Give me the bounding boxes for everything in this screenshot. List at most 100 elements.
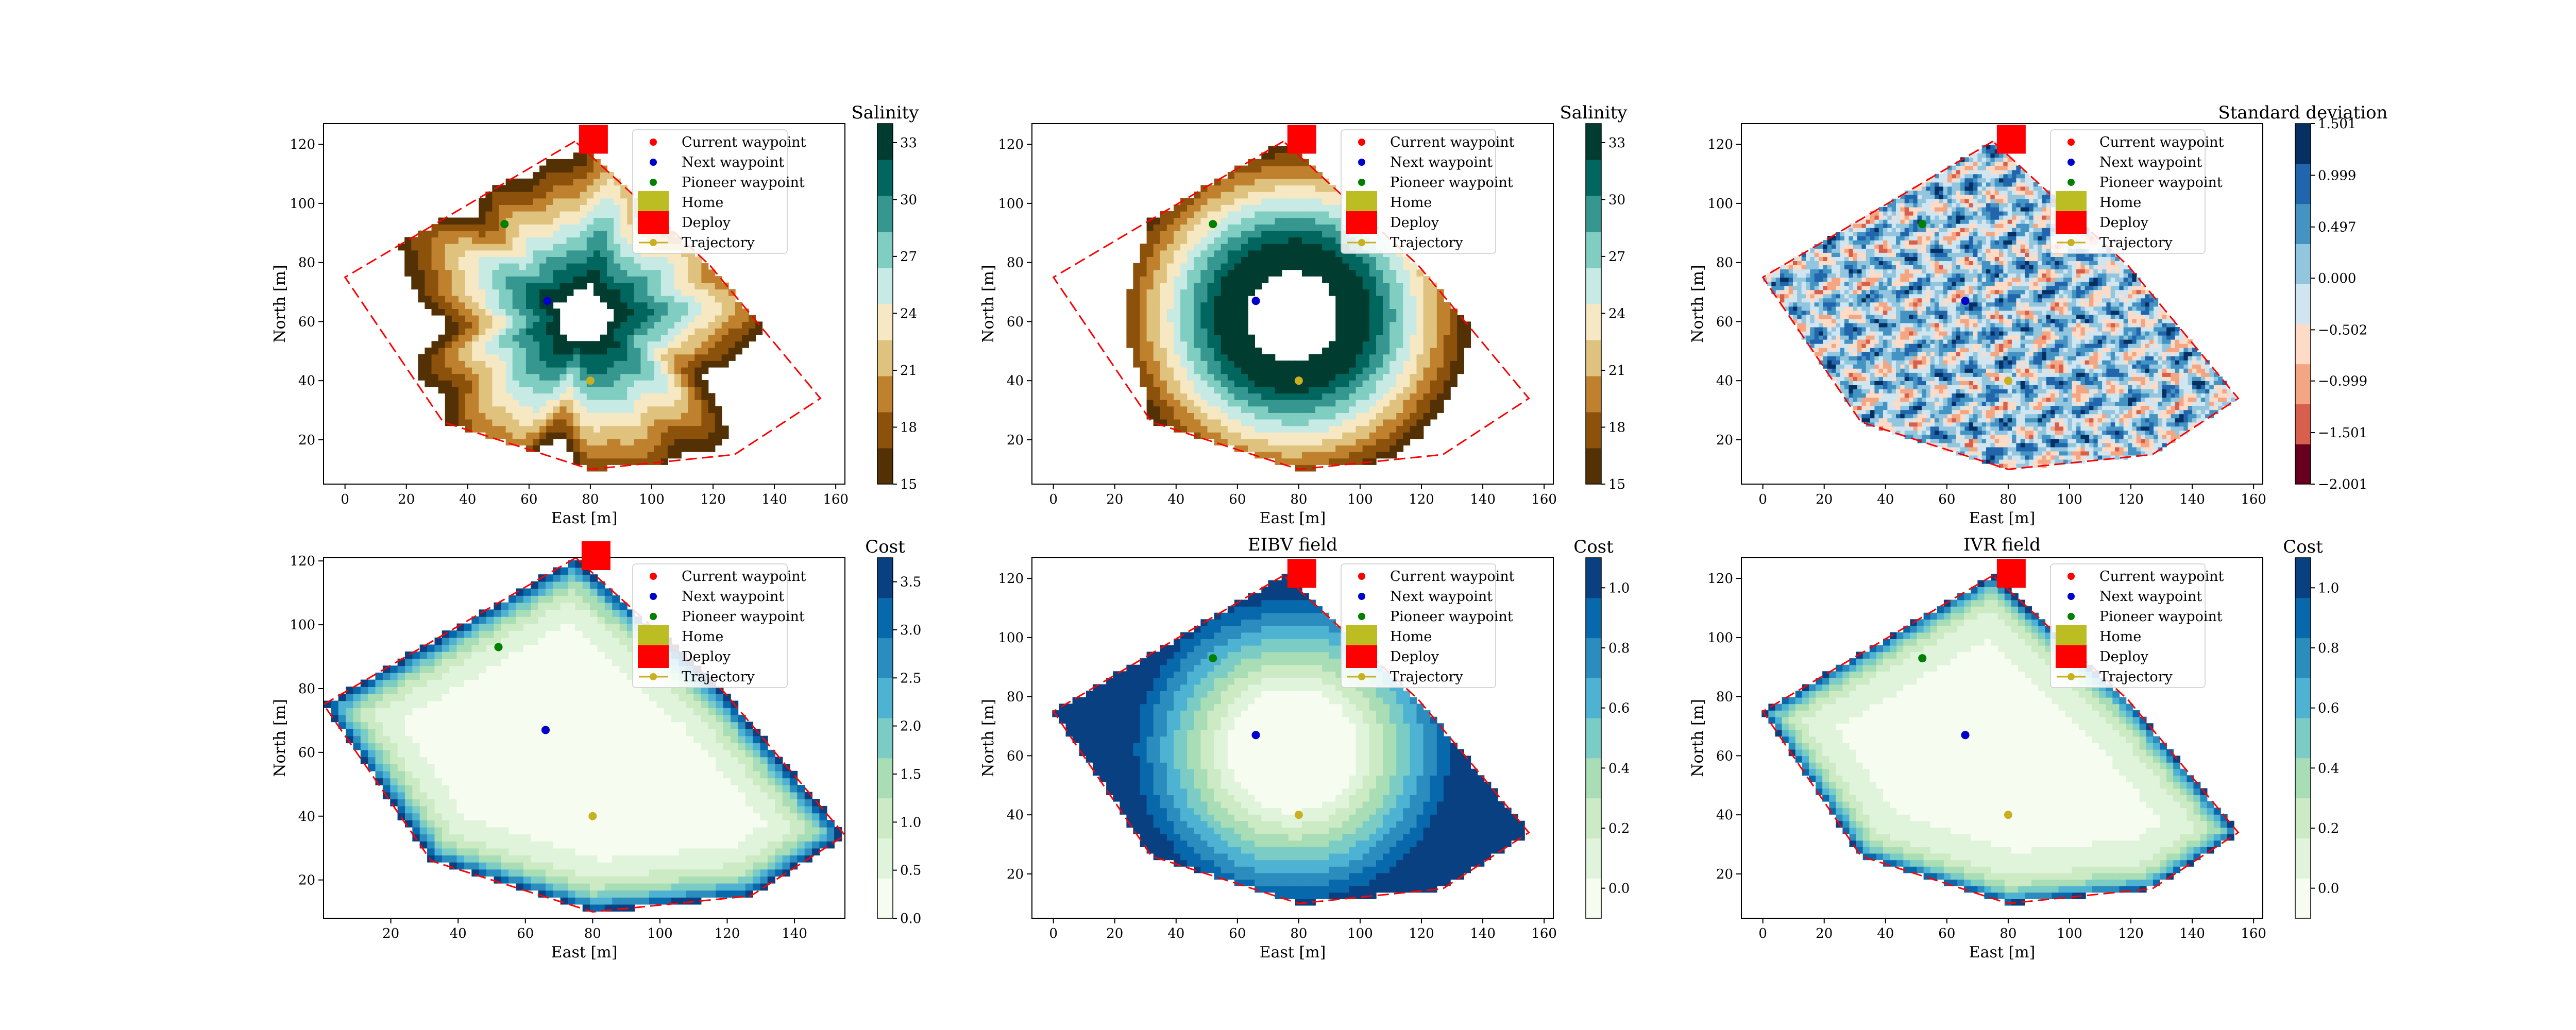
field-cell [1174,204,1181,212]
field-cell [1832,376,1837,381]
field-cell [1883,261,1888,265]
field-cell [1403,315,1411,322]
field-cell [1248,217,1255,225]
field-cell [1281,393,1289,400]
field-cell [553,198,561,205]
field-cell [607,230,614,238]
field-cell [1887,236,1892,241]
field-cell [1926,381,1931,385]
field-cell [1874,418,1879,423]
field-cell [688,399,696,407]
field-cell [674,308,682,316]
field-cell [566,224,574,231]
field-cell [721,432,729,439]
field-cell [1904,207,1909,212]
field-cell [1194,406,1201,413]
field-cell [1857,385,1862,389]
field-cell [721,354,729,361]
field-cell [640,354,648,361]
field-cell [1342,282,1350,290]
field-cell [1389,380,1397,387]
field-cell [1771,281,1776,286]
field-cell [499,263,506,270]
field-cell [1784,277,1789,282]
field-cell [1900,285,1905,290]
field-cell [1342,315,1350,322]
field-cell [654,263,662,270]
field-cell [660,308,668,316]
field-cell [735,321,742,329]
x-tick-label: 100 [1347,492,1373,507]
field-cell [519,244,527,251]
field-cell [580,244,587,251]
field-cell [1870,273,1875,278]
field-cell [1322,347,1329,355]
field-cell [1281,204,1289,212]
field-cell [1891,418,1896,423]
field-cell [418,269,426,277]
field-cell [1814,331,1819,336]
field-cell [674,315,682,322]
field-cell [1436,334,1444,342]
field-cell [586,244,594,251]
field-cell [1891,244,1896,249]
field-cell [1870,418,1875,423]
field-cell [1315,438,1323,445]
field-cell [1857,232,1862,236]
field-cell [485,276,493,283]
field-cell [660,406,668,413]
field-cell [1166,354,1174,361]
field-cell [566,438,574,445]
field-cell [553,399,561,407]
field-cell [1866,356,1871,360]
field-cell [715,315,722,322]
field-cell [1457,328,1464,335]
field-cell [1174,347,1181,355]
field-cell [566,250,574,257]
field-cell [553,224,561,231]
field-cell [708,276,716,283]
field-cell [1153,282,1161,290]
field-cell [1342,321,1350,329]
field-cell [640,432,648,439]
field-cell [560,347,567,355]
field-cell [607,347,614,355]
field-cell [1180,328,1188,335]
field-cell [1878,302,1884,307]
field-cell [1810,298,1815,303]
field-cell [1268,192,1276,199]
field-cell [1275,445,1282,452]
field-cell [1883,310,1888,315]
field-cell [1836,277,1841,282]
field-cell [539,250,547,257]
field-cell [1917,277,1922,282]
field-cell [1329,211,1336,218]
field-cell [1255,413,1262,420]
field-cell [505,347,513,355]
field-cell [600,386,607,394]
field-cell [688,269,696,277]
field-cell [451,393,459,400]
field-cell [1849,261,1854,265]
field-cell [1153,393,1161,400]
field-cell [1926,277,1931,282]
field-cell [1261,256,1269,264]
field-cell [1878,228,1884,232]
field-cell [553,204,561,212]
field-cell [1322,269,1329,277]
field-cell [1840,273,1845,278]
field-cell [586,458,594,465]
field-cell [1234,198,1242,205]
field-cell [526,399,533,407]
field-cell [431,282,439,290]
field-cell [1423,406,1431,413]
field-cell [418,360,426,368]
field-cell [1896,207,1901,212]
field-cell [1913,372,1918,377]
field-cell [1896,314,1901,319]
field-cell [1819,302,1824,307]
field-cell [1160,263,1167,270]
field-cell [411,237,419,244]
field-cell [1288,256,1296,264]
field-cell [1355,308,1363,316]
